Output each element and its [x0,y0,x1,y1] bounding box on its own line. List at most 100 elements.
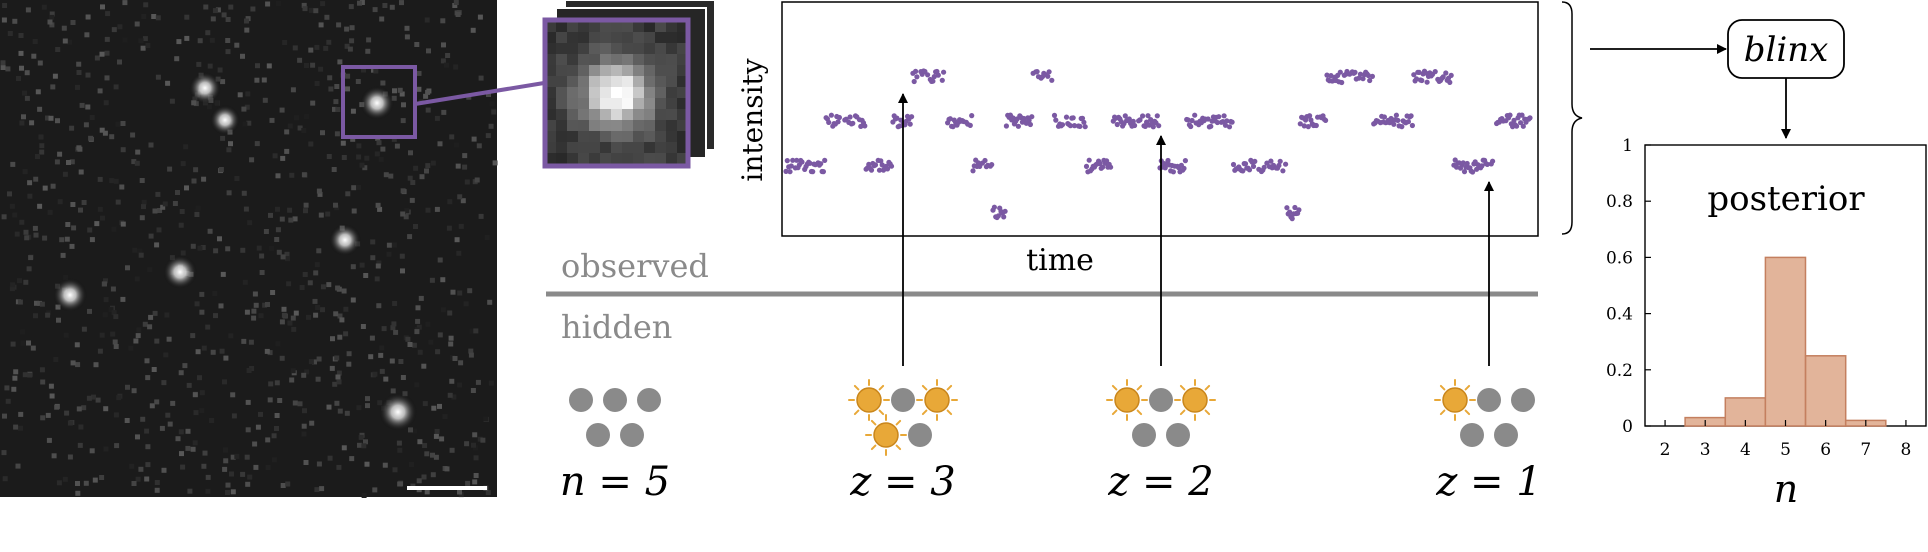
crop-pixel [666,54,677,65]
noise-pixel [117,24,123,30]
trace-point [878,158,884,164]
noise-pixel [377,400,383,406]
noise-pixel [346,361,352,367]
noise-pixel [485,133,491,139]
noise-pixel [55,304,61,310]
crop-pixel [556,109,567,120]
noise-pixel [488,380,494,386]
noise-pixel [418,295,424,301]
trace-point [1170,169,1176,175]
noise-pixel [191,100,197,106]
crop-pixel [666,120,677,131]
noise-pixel [458,492,464,498]
noise-pixel [39,149,45,155]
trace-point [1027,121,1033,128]
noise-pixel [57,151,63,157]
noise-pixel [81,326,87,332]
trace-point [836,114,843,121]
noise-pixel [223,355,229,361]
noise-pixel [343,306,349,312]
noise-pixel [2,476,8,482]
trace-point [788,163,794,169]
noise-pixel [40,415,46,421]
noise-pixel [440,18,446,24]
emitter-off-icon [603,388,627,412]
noise-pixel [220,271,226,277]
noise-pixel [284,148,290,154]
blinx-node[interactable]: blinx [1590,19,1845,139]
crop-pixel [633,142,644,153]
posterior-xtick-label: 3 [1700,440,1711,460]
noise-pixel [183,144,189,150]
noise-pixel [140,416,146,422]
noise-pixel [449,447,455,453]
noise-pixel [104,36,110,42]
noise-pixel [400,375,406,380]
crop-pixel [677,109,688,120]
noise-pixel [75,490,81,496]
crop-pixel [644,120,655,131]
trace-point [1413,76,1420,82]
noise-pixel [376,140,382,146]
hidden-label: hidden [561,308,672,346]
noise-pixel [110,286,116,292]
noise-pixel [1,214,7,220]
noise-pixel [349,38,355,44]
noise-pixel [416,478,422,484]
noise-pixel [97,206,103,212]
crop-pixel [644,54,655,65]
crop-pixel [600,98,611,109]
noise-pixel [366,37,372,43]
noise-pixel [244,104,250,110]
trace-point [818,161,824,167]
noise-pixel [240,53,245,59]
noise-pixel [39,367,45,373]
noise-pixel [378,352,384,358]
noise-pixel [437,403,442,409]
noise-pixel [148,142,154,148]
noise-pixel [306,314,311,320]
noise-pixel [284,251,290,257]
noise-pixel [271,433,277,439]
trace-point [1283,161,1289,167]
crop-pixel [545,32,556,43]
noise-pixel [48,115,54,121]
noise-pixel [195,349,201,355]
noise-pixel [245,427,251,433]
trace-point [1287,209,1293,215]
noise-pixel [5,398,11,404]
noise-pixel [1,17,7,23]
noise-pixel [334,400,340,406]
noise-pixel [248,339,254,345]
noise-pixel [407,175,413,181]
crop-pixel [633,153,644,164]
trace-point [1137,117,1143,123]
trace-point [1188,123,1194,130]
trace-point [1079,115,1086,121]
noise-pixel [326,404,332,410]
noise-pixel [145,444,151,450]
noise-pixel [39,301,45,307]
noise-pixel [161,467,167,473]
state-label-z3: z = 3 [849,459,955,505]
noise-pixel [345,73,351,79]
noise-pixel [415,305,421,311]
trace-point [1365,72,1371,79]
noise-pixel [67,420,73,426]
noise-pixel [228,4,234,10]
noise-pixel [262,97,268,103]
blinx-label: blinx [1744,30,1829,70]
noise-pixel [69,125,75,131]
noise-pixel [50,183,56,189]
noise-pixel [70,202,76,207]
trace-point [989,162,995,168]
trace-point [1002,208,1008,214]
noise-pixel [476,143,482,149]
noise-pixel [130,132,136,138]
trace-point [828,112,835,118]
noise-pixel [97,348,103,354]
noise-pixel [357,0,362,6]
noise-pixel [375,263,381,269]
crop-pixel [556,98,567,109]
noise-pixel [339,317,345,323]
